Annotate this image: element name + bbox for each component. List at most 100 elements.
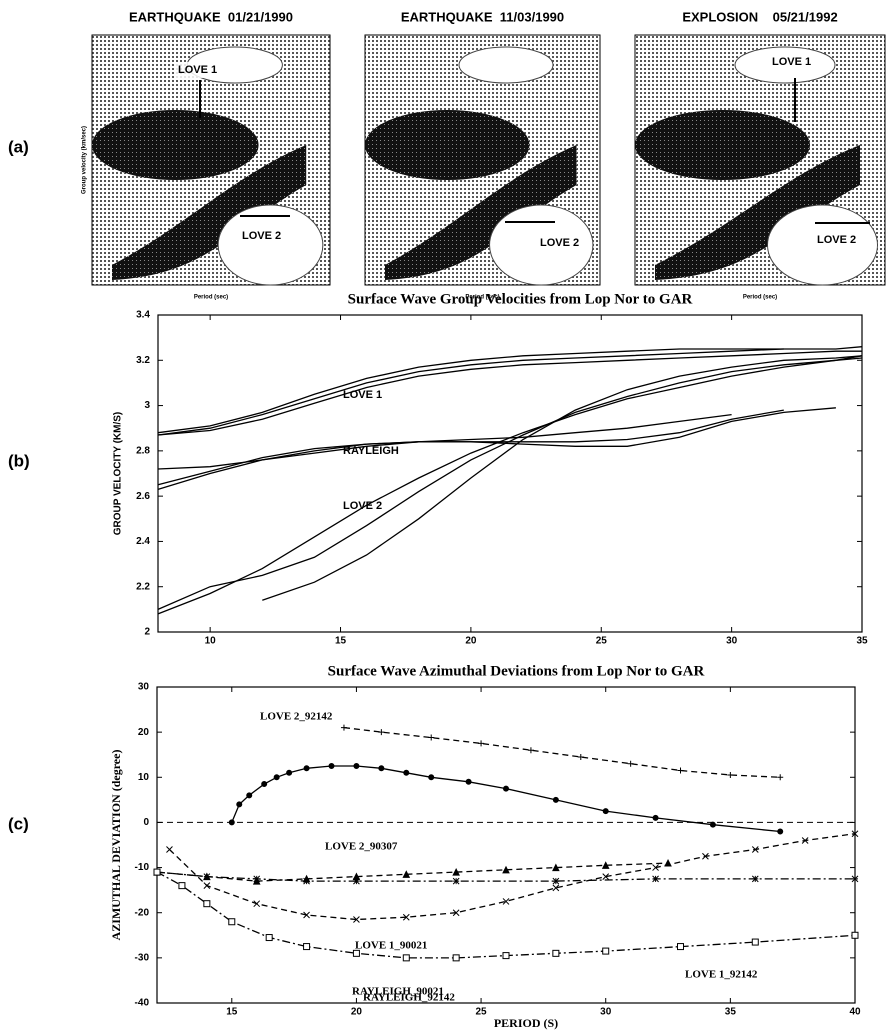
series-line [157,346,863,436]
marker [552,796,559,803]
marker [253,875,261,883]
marker [552,877,560,885]
marker [253,900,261,908]
panel-label: (c) [8,814,29,833]
x-tick-label: 35 [856,636,868,647]
marker [751,846,759,853]
annotation: LOVE 2 [540,237,579,249]
y-tick-label: 30 [138,682,150,693]
marker [452,909,460,917]
marker [751,938,759,946]
marker [652,875,659,883]
x-axis-label: Period (sec) [194,295,228,301]
plot-frame [156,686,856,1004]
marker [166,846,173,853]
annotation: LOVE 1 [178,64,217,76]
x-axis-label: PERIOD (S) [494,1016,558,1030]
plot-frame [157,314,863,633]
energy-blob [365,110,530,180]
series-line [157,413,732,470]
plot-title: EXPLOSION 05/21/1992 [682,9,837,24]
marker [328,763,335,769]
series-label: RAYLEIGH_90021 [352,986,444,998]
marker [851,931,859,939]
marker [340,724,347,731]
annotation: LOVE 1 [772,56,811,68]
energy-blob [92,110,259,180]
marker [428,734,435,741]
marker [751,875,759,883]
marker [502,952,510,960]
marker [428,774,435,781]
marker [801,837,809,844]
chart-title: Surface Wave Group Velocities from Lop N… [348,291,693,307]
marker [627,760,634,767]
y-tick-label: 3.4 [136,310,150,321]
annotation-bg [537,235,587,251]
annotation: LOVE 2 [242,230,281,242]
marker [303,943,311,951]
series-line [157,348,784,434]
marker [465,778,472,785]
marker [303,765,310,772]
marker [777,774,784,781]
quiet-area [217,204,324,286]
series-line [156,871,856,959]
marker [265,934,273,942]
marker [228,819,235,826]
y-tick-label: -30 [135,952,150,963]
series-label: LOVE 1_90021 [355,940,427,952]
marker [353,763,360,769]
y-tick-label: -10 [135,862,150,873]
marker [378,729,385,736]
marker [702,852,709,860]
marker [402,913,410,921]
y-tick-label: 20 [138,727,150,738]
y-tick-label: 2.6 [136,491,150,502]
marker [228,918,236,926]
marker [602,873,610,880]
marker [503,785,509,792]
marker [153,868,161,876]
marker [709,821,716,828]
marker [577,753,584,760]
quiet-area [458,46,554,84]
marker [677,767,684,774]
marker [552,884,560,892]
y-tick-label: 2.4 [136,536,150,547]
marker [402,954,410,962]
marker [652,864,659,871]
annotation-bg [175,62,225,78]
marker [601,861,610,869]
y-tick-label: -20 [135,907,150,918]
y-tick-label: -40 [135,998,150,1009]
marker [452,877,460,885]
marker [246,792,253,799]
annotation: LOVE 2 [817,234,856,246]
marker [777,828,784,835]
energy-band [655,145,860,280]
marker [552,949,560,957]
marker [286,769,293,776]
x-tick-label: 30 [726,636,738,647]
marker [178,882,186,890]
x-tick-label: 10 [205,636,217,647]
marker [203,873,211,880]
series-label: RAYLEIGH_92142 [363,992,455,1004]
y-tick-label: 0 [143,817,149,828]
x-tick-label: 35 [725,1007,737,1018]
series-line [157,357,863,610]
marker [402,870,411,878]
y-tick-label: 2.2 [136,581,150,592]
x-axis-label: Period (sec) [743,295,777,301]
panel-label: (b) [8,451,30,470]
marker [452,954,460,962]
marker [727,772,734,779]
energy-blob [635,110,810,180]
x-tick-label: 25 [476,1007,488,1018]
marker [273,774,280,781]
marker [203,882,211,889]
series-line [231,765,781,833]
x-tick-label: 30 [600,1007,612,1018]
series-line [157,350,862,436]
